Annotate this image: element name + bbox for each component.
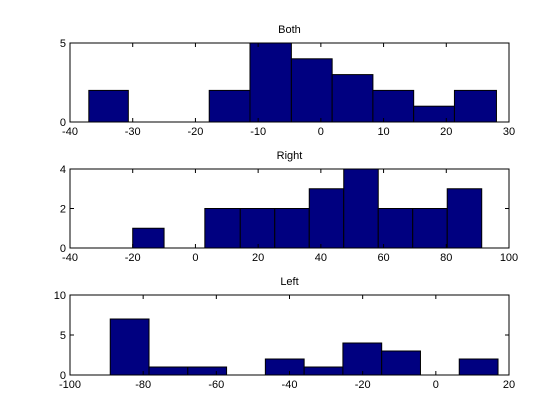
x-tick-label: -40 [282, 379, 298, 391]
x-tick-label: -80 [135, 379, 151, 391]
histogram-bar-1 [109, 318, 150, 376]
histogram-bar-2 [148, 366, 189, 376]
y-tick-label: 2 [60, 204, 66, 216]
y-tick-label: 0 [60, 243, 66, 255]
histogram-bar-4 [264, 358, 305, 376]
x-tick-label: 80 [440, 252, 452, 264]
histogram-bar-2 [204, 208, 241, 249]
x-tick-label: -20 [187, 126, 203, 138]
x-tick-label: 0 [318, 126, 324, 138]
axes-box [69, 42, 510, 123]
histogram-bar-7 [413, 105, 455, 123]
histogram-bar-6 [372, 89, 415, 123]
histogram-bar-1 [132, 227, 165, 249]
x-tick-label: -60 [208, 379, 224, 391]
histogram-bar-4 [274, 208, 310, 249]
histogram-bar-6 [342, 342, 383, 376]
x-tick-label: -20 [125, 252, 141, 264]
y-tick-label: 5 [60, 330, 66, 342]
histogram-bar-3 [239, 208, 276, 249]
x-tick-label: -100 [59, 379, 81, 391]
chart-title: Right [277, 150, 303, 162]
x-tick-label: 60 [377, 252, 389, 264]
y-tick-label: 0 [60, 117, 66, 129]
histogram-bar-8 [458, 358, 499, 376]
x-tick-label: 20 [503, 379, 515, 391]
histogram-bar-1 [88, 89, 129, 123]
chart-title: Left [280, 276, 298, 288]
y-tick-label: 10 [54, 290, 66, 302]
histogram-bar-8 [412, 208, 448, 249]
histogram-bar-7 [381, 350, 421, 376]
chart-panel-2: -40 -20 0 20 40 60 80 100 0 2 4 Right [60, 150, 518, 264]
histogram-bar-5 [303, 366, 344, 376]
x-tick-label: -30 [125, 126, 141, 138]
histogram-bar-4 [290, 58, 333, 123]
histogram-bar-3 [249, 42, 292, 123]
x-tick-label: 0 [433, 379, 439, 391]
chart-title: Both [278, 24, 301, 36]
x-tick-label: 0 [192, 252, 198, 264]
histogram-bar-8 [453, 89, 497, 123]
chart-panel-3: -100 -80 -60 -40 -20 0 20 0 5 10 Left [54, 276, 515, 391]
x-tick-label: -10 [250, 126, 266, 138]
x-tick-label: 100 [500, 252, 518, 264]
histogram-bar-7 [377, 208, 414, 249]
x-tick-label: -20 [355, 379, 371, 391]
y-tick-label: 0 [60, 370, 66, 382]
y-tick-label: 5 [60, 38, 66, 50]
histogram-bar-3 [187, 366, 228, 376]
histogram-bar-2 [208, 89, 251, 123]
histogram-bar-6 [343, 168, 379, 249]
chart-panel-1: -40 -30 -20 -10 0 10 20 30 0 5 Both [60, 24, 515, 138]
x-tick-label: 10 [377, 126, 389, 138]
histogram-bar-5 [308, 188, 345, 249]
x-tick-label: 20 [440, 126, 452, 138]
y-tick-label: 4 [60, 164, 66, 176]
histogram-bar-9 [446, 188, 483, 249]
x-tick-label: 40 [315, 252, 327, 264]
histogram-bar-5 [331, 74, 374, 123]
x-tick-label: 30 [503, 126, 515, 138]
x-tick-label: 20 [252, 252, 264, 264]
x-tick-label: -40 [62, 126, 78, 138]
x-tick-label: -40 [62, 252, 78, 264]
